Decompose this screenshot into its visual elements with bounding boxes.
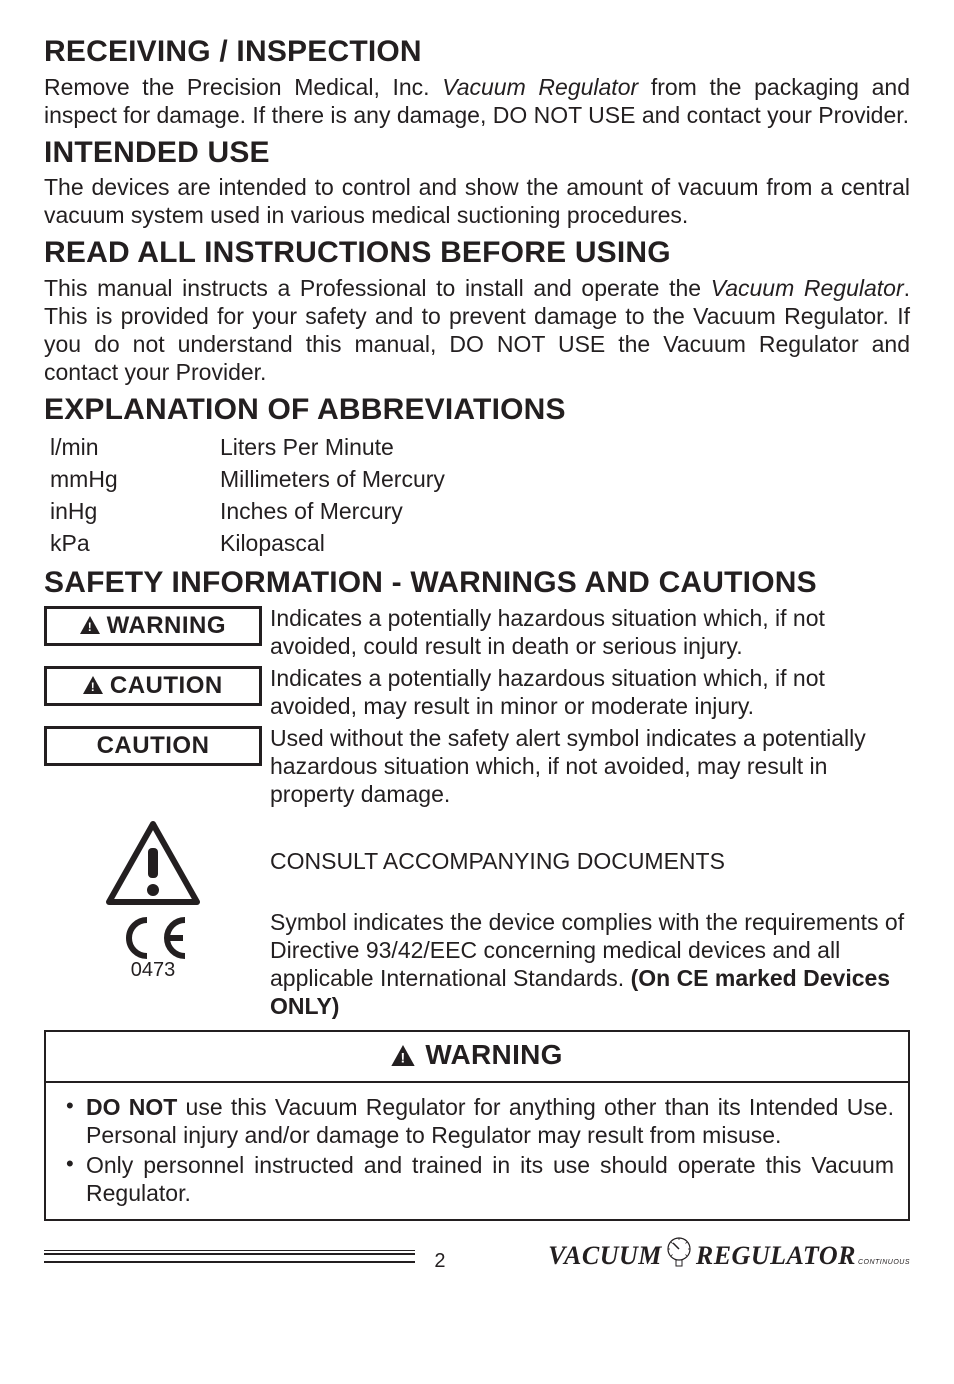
badge-label: CAUTION (110, 672, 223, 699)
logo-regulator: REGULATOR (696, 1240, 856, 1272)
svg-text:!: ! (88, 620, 93, 634)
banner-label: WARNING (425, 1039, 562, 1070)
list-item: DO NOT use this Vacuum Regulator for any… (60, 1093, 894, 1149)
list-item: Only personnel instructed and trained in… (60, 1151, 894, 1207)
consult-documents-icon (44, 814, 262, 910)
section-body-receiving: Remove the Precision Medical, Inc. Vacuu… (44, 73, 910, 129)
abbrev-key: inHg (50, 495, 220, 527)
gauge-icon (666, 1237, 692, 1273)
section-title-receiving: RECEIVING / INSPECTION (44, 34, 910, 71)
section-title-readall: READ ALL INSTRUCTIONS BEFORE USING (44, 235, 910, 272)
safety-row-caution: CAUTION Used without the safety alert sy… (44, 724, 910, 808)
abbrev-value: Millimeters of Mercury (220, 463, 445, 495)
safety-row-acaution: ! CAUTION Indicates a potentially hazard… (44, 664, 910, 720)
ce-text: Symbol indicates the device complies wit… (262, 908, 910, 1020)
text-bold: DO NOT (86, 1094, 177, 1120)
table-row: inHg Inches of Mercury (50, 495, 445, 527)
warning-box: DO NOT use this Vacuum Regulator for any… (44, 1081, 910, 1221)
caution-badge: CAUTION (44, 726, 262, 766)
footer-logo: VACUUM REGULATOR CONTINUOUS (465, 1237, 910, 1273)
abbrev-key: kPa (50, 527, 220, 559)
section-title-abbrev: EXPLANATION OF ABBREVIATIONS (44, 392, 910, 429)
logo-vacuum: VACUUM (548, 1240, 662, 1272)
text-italic: Vacuum Regulator (711, 275, 904, 301)
alert-triangle-icon: ! (83, 674, 110, 699)
safety-row-warning: ! WARNING Indicates a potentially hazard… (44, 604, 910, 660)
page-footer: 2 VACUUM REGULATOR CONTINUOUS (44, 1235, 910, 1273)
ce-mark-icon: 0473 (44, 910, 262, 982)
alert-triangle-icon: ! (391, 1041, 423, 1072)
safety-row-consult: CONSULT ACCOMPANYING DOCUMENTS (44, 812, 910, 910)
warning-badge: ! WARNING (44, 606, 262, 647)
alert-triangle-icon: ! (80, 614, 107, 639)
abbrev-value: Liters Per Minute (220, 431, 445, 463)
warning-banner: ! WARNING (44, 1030, 910, 1081)
abbrev-table: l/min Liters Per Minute mmHg Millimeters… (50, 431, 445, 559)
text: This manual instructs a Professional to … (44, 275, 711, 301)
caution-alert-text: Indicates a potentially hazardous situat… (262, 664, 910, 720)
caution-alert-badge: ! CAUTION (44, 666, 262, 707)
page-number: 2 (415, 1249, 465, 1273)
caution-text: Used without the safety alert symbol ind… (262, 724, 910, 808)
svg-text:!: ! (401, 1050, 406, 1066)
badge-label: CAUTION (97, 732, 210, 759)
logo-sub: CONTINUOUS (858, 1259, 910, 1268)
ce-number: 0473 (131, 958, 176, 982)
footer-rule-left (44, 1255, 415, 1263)
abbrev-key: mmHg (50, 463, 220, 495)
section-body-readall: This manual instructs a Professional to … (44, 274, 910, 386)
table-row: l/min Liters Per Minute (50, 431, 445, 463)
abbrev-value: Kilopascal (220, 527, 445, 559)
warning-text: Indicates a potentially hazardous situat… (262, 604, 910, 660)
text: Only personnel instructed and trained in… (86, 1152, 894, 1206)
text: Remove the Precision Medical, Inc. (44, 74, 442, 100)
table-row: kPa Kilopascal (50, 527, 445, 559)
abbrev-value: Inches of Mercury (220, 495, 445, 527)
safety-row-ce: 0473 Symbol indicates the device complie… (44, 908, 910, 1020)
section-title-safety: SAFETY INFORMATION - WARNINGS AND CAUTIO… (44, 565, 910, 602)
section-title-intended: INTENDED USE (44, 135, 910, 172)
svg-text:!: ! (91, 680, 96, 694)
text-italic: Vacuum Regulator (442, 74, 638, 100)
text: use this Vacuum Regulator for anything o… (86, 1094, 894, 1148)
consult-text: CONSULT ACCOMPANYING DOCUMENTS (262, 847, 910, 875)
section-body-intended: The devices are intended to control and … (44, 173, 910, 229)
badge-label: WARNING (107, 612, 227, 639)
table-row: mmHg Millimeters of Mercury (50, 463, 445, 495)
abbrev-key: l/min (50, 431, 220, 463)
